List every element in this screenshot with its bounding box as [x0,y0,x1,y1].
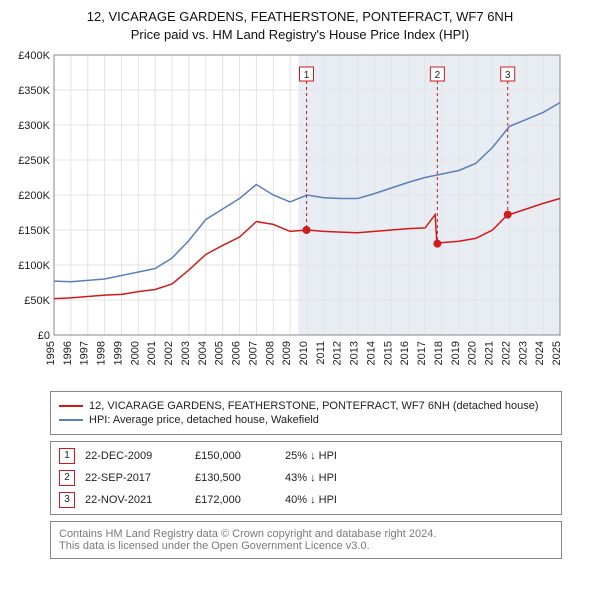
event-price: £172,000 [195,494,285,506]
x-tick-label: 1999 [112,341,124,365]
legend-label: 12, VICARAGE GARDENS, FEATHERSTONE, PONT… [89,400,539,412]
event-marker: 3 [59,492,75,508]
x-tick-label: 2001 [146,341,158,365]
x-tick-label: 2012 [332,341,344,365]
event-marker: 2 [59,470,75,486]
x-tick-label: 2014 [365,341,377,365]
x-tick-label: 1995 [45,341,57,365]
y-tick-label: £250K [18,155,50,167]
x-tick-label: 2007 [247,341,259,365]
event-price: £150,000 [195,450,285,462]
x-tick-label: 2023 [517,341,529,365]
legend: 12, VICARAGE GARDENS, FEATHERSTONE, PONT… [50,391,562,435]
x-tick-label: 2024 [534,341,546,365]
y-tick-label: £400K [18,50,50,62]
license-line1: Contains HM Land Registry data © Crown c… [59,528,553,540]
x-tick-label: 2025 [551,341,563,365]
legend-swatch [59,405,83,407]
event-date: 22-DEC-2009 [85,450,195,462]
x-tick-label: 1996 [62,341,74,365]
x-tick-label: 1997 [79,341,91,365]
x-tick-label: 2011 [315,341,327,365]
chart-svg: £0 £50K £100K £150K £200K £250K £300K £350K £400… [8,45,592,385]
x-tick-label: 2006 [231,341,243,365]
sale-events-table: 1 22-DEC-2009£150,00025% ↓ HPI 2 22-SEP-201… [50,441,562,515]
x-tick-label: 2015 [382,341,394,365]
sale-marker-2: 2 [435,70,441,81]
y-tick-label: £300K [18,120,50,132]
event-delta: 43% ↓ HPI [285,472,395,484]
x-tick-label: 2010 [298,341,310,365]
x-tick-label: 2003 [180,341,192,365]
event-date: 22-SEP-2017 [85,472,195,484]
x-tick-label: 2008 [264,341,276,365]
x-tick-label: 2000 [129,341,141,365]
x-tick-label: 2022 [500,341,512,365]
chart-title-block: 12, VICARAGE GARDENS, FEATHERSTONE, PONT… [8,8,592,43]
x-tick-label: 2009 [281,341,293,365]
y-tick-label: £50K [24,295,50,307]
x-tick-label: 2004 [197,341,209,365]
chart-title-line2: Price paid vs. HM Land Registry's House … [8,26,592,44]
x-tick-label: 1998 [96,341,108,365]
event-marker: 1 [59,448,75,464]
x-tick-label: 2005 [214,341,226,365]
event-delta: 25% ↓ HPI [285,450,395,462]
license-line2: This data is licensed under the Open Gov… [59,540,553,552]
x-tick-label: 2016 [399,341,411,365]
legend-label: HPI: Average price, detached house, Wake… [89,414,319,426]
event-date: 22-NOV-2021 [85,494,195,506]
license-notice: Contains HM Land Registry data © Crown c… [50,521,562,559]
x-tick-label: 2018 [433,341,445,365]
event-price: £130,500 [195,472,285,484]
x-tick-label: 2021 [484,341,496,365]
chart-title-line1: 12, VICARAGE GARDENS, FEATHERSTONE, PONT… [8,8,592,26]
y-tick-label: £200K [18,190,50,202]
x-tick-label: 2020 [467,341,479,365]
x-tick-label: 2002 [163,341,175,365]
x-tick-label: 2019 [450,341,462,365]
x-tick-label: 2017 [416,341,428,365]
legend-row: 12, VICARAGE GARDENS, FEATHERSTONE, PONT… [59,400,553,412]
y-tick-label: £150K [18,225,50,237]
y-tick-label: £100K [18,260,50,272]
x-tick-label: 2013 [349,341,361,365]
price-vs-hpi-chart: £0 £50K £100K £150K £200K £250K £300K £350K £400… [8,45,592,385]
y-tick-label: £350K [18,85,50,97]
event-delta: 40% ↓ HPI [285,494,395,506]
y-tick-label: £0 [38,330,50,342]
sale-marker-3: 3 [505,70,511,81]
legend-row: HPI: Average price, detached house, Wake… [59,414,553,426]
sale-marker-1: 1 [304,70,310,81]
legend-swatch [59,419,83,421]
